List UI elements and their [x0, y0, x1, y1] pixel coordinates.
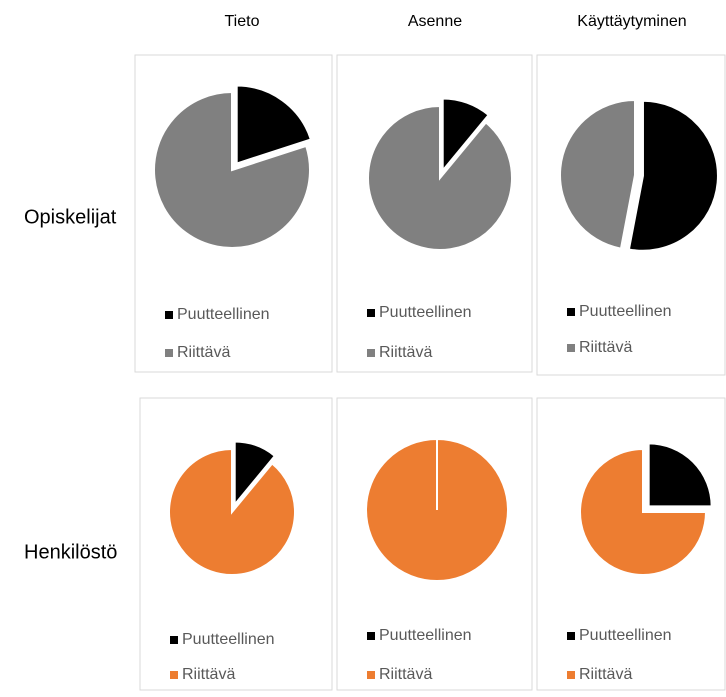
legend-swatch: [367, 349, 375, 357]
pie-slice: [441, 97, 491, 174]
pie-slice: [233, 440, 277, 508]
pie-slice: [559, 98, 636, 250]
legend-label: Riittävä: [379, 666, 432, 683]
legend-label: Puutteellinen: [579, 303, 672, 320]
legend-swatch: [165, 311, 173, 319]
legend-swatch: [170, 636, 178, 644]
pie-slice: [367, 104, 513, 251]
pie-slice: [153, 90, 311, 249]
legend-label: Puutteellinen: [379, 627, 472, 644]
legend-swatch: [367, 671, 375, 679]
row-label: Opiskelijat: [24, 206, 117, 228]
legend-swatch: [567, 308, 575, 316]
legend-swatch: [567, 344, 575, 352]
legend-label: Puutteellinen: [379, 304, 472, 321]
column-header: Tieto: [225, 13, 260, 30]
row-label: Henkilöstö: [24, 541, 117, 563]
legend-label: Riittävä: [579, 339, 632, 356]
column-header: Käyttäytyminen: [577, 13, 686, 30]
column-header: Asenne: [408, 13, 462, 30]
legend-label: Puutteellinen: [177, 306, 270, 323]
legend-swatch: [367, 309, 375, 317]
legend-label: Riittävä: [579, 666, 632, 683]
pie-slice: [627, 99, 719, 252]
legend-label: Riittävä: [379, 344, 432, 361]
legend-swatch: [367, 632, 375, 640]
legend-label: Puutteellinen: [182, 631, 275, 648]
pie-slice: [365, 437, 509, 583]
legend-swatch: [567, 671, 575, 679]
pie-slice: [235, 84, 313, 165]
legend-swatch: [567, 632, 575, 640]
legend-swatch: [170, 671, 178, 679]
pie-slice: [168, 447, 296, 576]
pie-slice: [647, 442, 713, 508]
legend-label: Puutteellinen: [579, 627, 672, 644]
pie-slice: [579, 447, 708, 576]
legend-label: Riittävä: [182, 666, 235, 683]
legend-swatch: [165, 349, 173, 357]
legend-label: Riittävä: [177, 344, 230, 361]
